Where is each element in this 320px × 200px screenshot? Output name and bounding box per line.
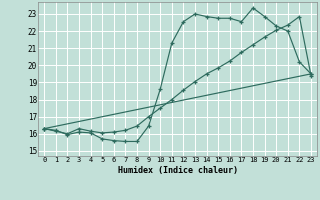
X-axis label: Humidex (Indice chaleur): Humidex (Indice chaleur) bbox=[118, 166, 238, 175]
